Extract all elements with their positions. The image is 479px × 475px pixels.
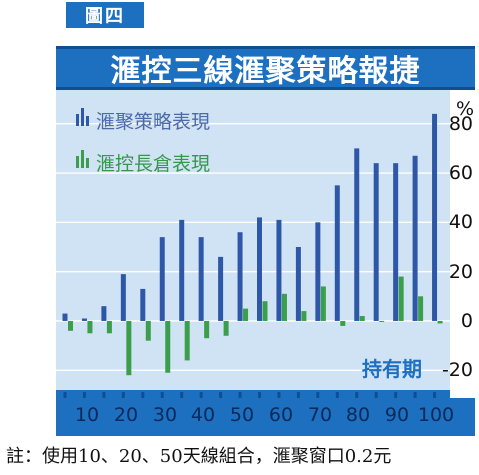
x-tick-mark [238,392,242,398]
x-axis-label: 持有期 [362,357,422,381]
x-tick-mark [433,392,437,398]
chart-panel: 滙聚策略表現 滙控長倉表現持有期 [56,90,450,398]
bar-series-1 [432,113,438,321]
x-tick-mark [258,392,261,398]
chart-title: 滙控三線滙聚策略報捷 [56,46,475,90]
x-tick-label: 30 [152,404,178,426]
x-tick-label: 50 [229,404,255,426]
bar-series-1 [81,318,87,321]
bar-series-2 [87,320,93,334]
bar-series-2 [204,320,210,339]
bar-series-1 [120,274,126,321]
footnote: 註：使用10、20、50天線組合，滙聚窗口0.2元 [6,446,392,467]
bar-series-2 [301,311,307,321]
bar-series-2 [106,320,112,334]
y-tick-label: 40 [448,211,473,234]
bar-series-1 [218,256,224,321]
legend-icon-bar [81,150,84,168]
x-tick-mark [277,392,281,398]
x-tick-mark [374,392,378,398]
x-tick-label: 70 [307,404,333,426]
legend-icon-bar [76,114,79,126]
y-tick-label: -20 [441,359,473,382]
bar-series-2 [320,286,326,321]
x-axis-band [56,390,450,398]
bar-series-2 [126,320,132,376]
bar-series-2 [418,296,424,321]
bar-series-1 [62,313,68,321]
y-axis-unit: % [456,98,475,120]
x-tick-label: 20 [113,404,139,426]
bar-series-1 [257,217,262,321]
bar-series-1 [237,232,243,321]
bar-series-1 [373,163,379,321]
bar-series-2 [223,320,229,336]
x-tick-mark [180,392,184,398]
figure-label: 圖四 [66,2,144,28]
x-tick-mark [355,392,359,398]
legend-icon-bar [86,158,89,168]
legend-icon-series-1 [76,108,89,126]
x-tick-label: 80 [345,404,371,426]
bar-series-1 [140,288,146,321]
bar-series-2 [243,308,249,321]
x-tick-label: 40 [190,404,216,426]
bar-series-1 [334,185,340,321]
legend-icon-bar [76,156,79,168]
bar-series-2 [340,320,346,326]
x-tick-mark [102,392,106,398]
bar-series-1 [179,219,185,321]
y-tick-label: 0 [460,309,473,332]
x-tick-mark [219,392,223,398]
x-tick-mark [141,392,145,398]
x-tick-mark [413,392,417,398]
bar-series-1 [101,306,107,321]
bar-series-2 [379,320,385,322]
legend-icon-series-2 [76,150,89,168]
bar-series-1 [159,237,165,321]
bar-series-1 [393,163,399,321]
bar-series-2 [184,320,190,361]
legend-label-series-1: 滙聚策略表現 [96,111,210,133]
bar-series-1 [412,155,418,321]
x-tick-band [56,398,475,436]
x-tick-mark [121,392,125,398]
bar-series-1 [276,219,282,321]
bar-series-2 [68,320,73,331]
bar-series-1 [315,222,321,321]
x-tick-mark [296,392,300,398]
bar-series-1 [295,247,301,321]
legend-icon-bar [86,116,89,126]
x-tick-label: 10 [74,404,100,426]
legend-icon-bar [81,108,84,126]
y-tick-label: 60 [448,162,473,185]
x-tick-mark [160,392,164,398]
bar-series-1 [198,237,204,321]
x-tick-label: 100 [417,404,455,426]
bar-series-2 [359,316,365,321]
bar-series-2 [281,293,287,321]
bar-series-1 [354,148,360,321]
x-tick-mark [394,392,398,398]
y-tick-label: 80 [448,112,473,135]
x-tick-label: 90 [384,404,410,426]
x-tick-mark [335,392,339,398]
bar-series-2 [398,276,404,321]
bar-series-2 [437,320,443,324]
bar-series-2 [262,301,268,321]
y-tick-label: 20 [448,260,473,283]
x-tick-mark [199,392,203,398]
x-tick-mark [316,392,320,398]
x-tick-mark [63,392,67,398]
x-tick-mark [82,392,86,398]
bar-series-2 [165,320,171,373]
legend-label-series-2: 滙控長倉表現 [96,153,210,175]
x-tick-label: 60 [268,404,294,426]
bar-series-2 [145,320,151,341]
